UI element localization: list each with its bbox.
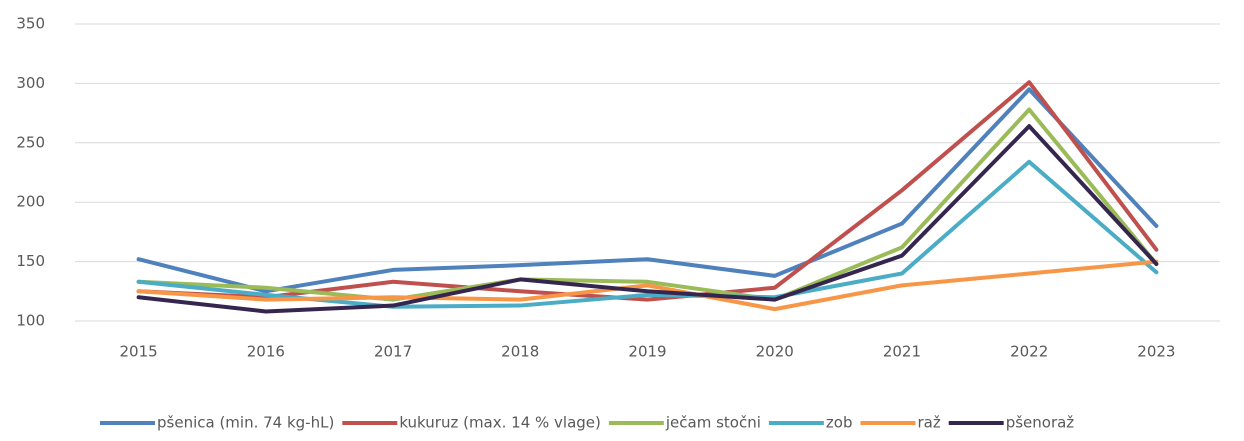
- series-line: [136, 87, 1159, 294]
- x-tick-label: 2015: [120, 343, 158, 361]
- y-tick-label: 250: [16, 133, 45, 151]
- legend-label: raž: [917, 414, 940, 432]
- y-tick-label: 200: [16, 193, 45, 211]
- legend-label: ječam stočni: [665, 414, 761, 432]
- legend-label: zob: [826, 414, 853, 432]
- y-tick-label: 300: [16, 74, 45, 92]
- y-tick-label: 100: [16, 312, 45, 330]
- legend-label: pšenoraž: [1006, 414, 1075, 432]
- x-tick-label: 2022: [1010, 343, 1048, 361]
- x-tick-label: 2018: [501, 343, 539, 361]
- series-line: [136, 124, 1159, 314]
- legend-label: pšenica (min. 74 kg-hL): [157, 414, 334, 432]
- legend-label: kukuruz (max. 14 % vlage): [399, 414, 601, 432]
- x-tick-label: 2017: [374, 343, 412, 361]
- series-line: [136, 259, 1159, 312]
- y-tick-label: 150: [16, 252, 45, 270]
- x-tick-label: 2019: [628, 343, 666, 361]
- x-tick-label: 2023: [1137, 343, 1175, 361]
- series-line: [136, 107, 1159, 302]
- x-tick-label: 2020: [756, 343, 794, 361]
- x-tick-label: 2016: [247, 343, 285, 361]
- y-tick-label: 350: [16, 15, 45, 33]
- x-tick-label: 2021: [883, 343, 921, 361]
